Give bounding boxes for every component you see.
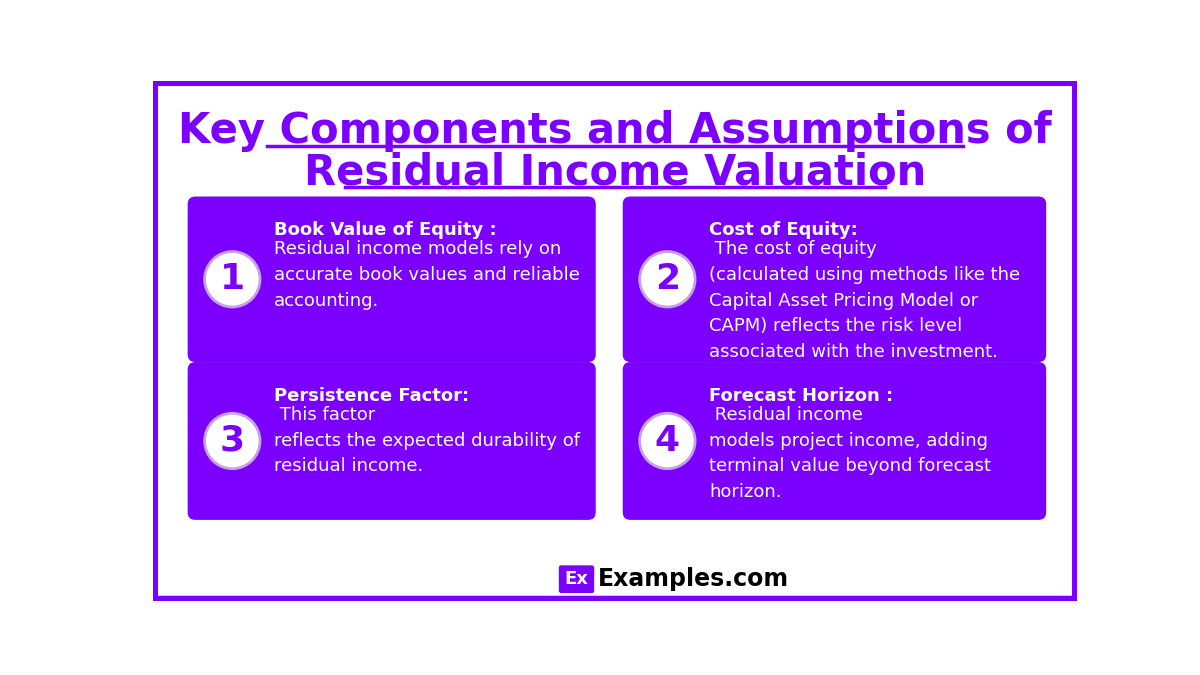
Text: The cost of equity
(calculated using methods like the
Capital Asset Pricing Mode: The cost of equity (calculated using met… bbox=[709, 240, 1020, 361]
Text: 4: 4 bbox=[655, 424, 680, 458]
FancyBboxPatch shape bbox=[623, 362, 1046, 520]
Text: Residual income
models project income, adding
terminal value beyond forecast
hor: Residual income models project income, a… bbox=[709, 406, 991, 501]
Text: Book Value of Equity :: Book Value of Equity : bbox=[274, 221, 497, 239]
Text: Examples.com: Examples.com bbox=[598, 567, 790, 591]
Text: This factor
reflects the expected durability of
residual income.: This factor reflects the expected durabi… bbox=[274, 406, 580, 475]
Text: 3: 3 bbox=[220, 424, 245, 458]
Text: Residual income models rely on
accurate book values and reliable
accounting.: Residual income models rely on accurate … bbox=[274, 240, 580, 310]
Text: Cost of Equity:: Cost of Equity: bbox=[709, 221, 858, 239]
Circle shape bbox=[640, 252, 695, 307]
Text: Residual Income Valuation: Residual Income Valuation bbox=[304, 152, 926, 194]
Circle shape bbox=[640, 413, 695, 468]
Text: 2: 2 bbox=[655, 263, 680, 296]
Text: Key Components and Assumptions of: Key Components and Assumptions of bbox=[178, 110, 1052, 152]
Circle shape bbox=[204, 413, 260, 468]
FancyBboxPatch shape bbox=[187, 362, 595, 520]
FancyBboxPatch shape bbox=[559, 566, 594, 593]
Circle shape bbox=[204, 252, 260, 307]
FancyBboxPatch shape bbox=[623, 196, 1046, 362]
Text: Forecast Horizon :: Forecast Horizon : bbox=[709, 387, 893, 405]
FancyBboxPatch shape bbox=[187, 196, 595, 362]
Text: Ex: Ex bbox=[564, 570, 588, 588]
Text: 1: 1 bbox=[220, 263, 245, 296]
Text: Persistence Factor:: Persistence Factor: bbox=[274, 387, 469, 405]
